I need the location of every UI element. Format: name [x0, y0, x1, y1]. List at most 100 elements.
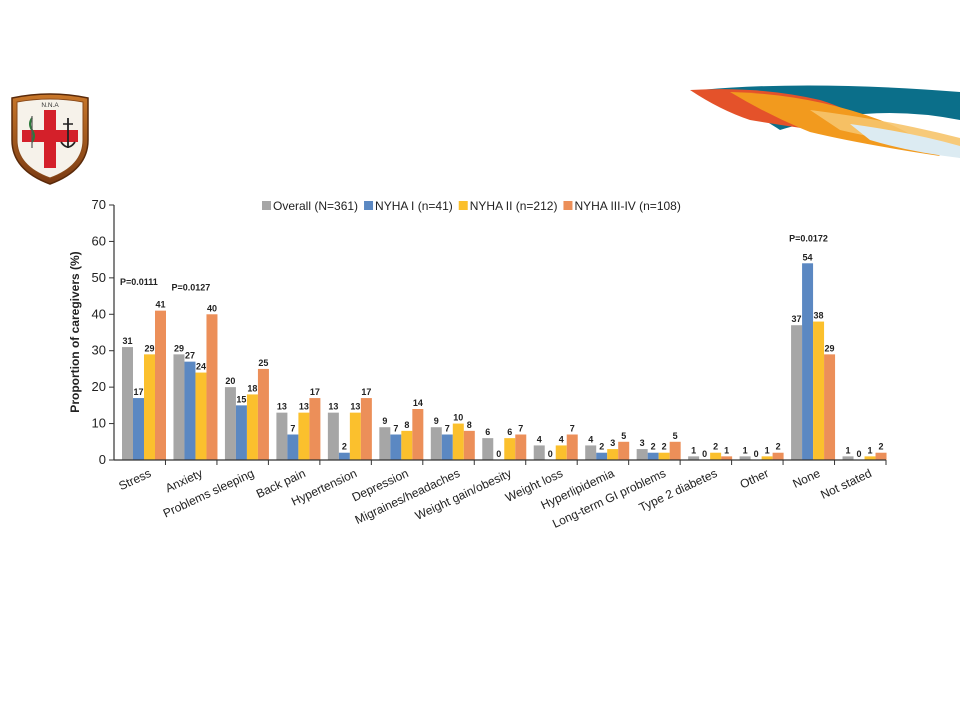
- bar: [287, 434, 299, 460]
- bar: [276, 412, 288, 460]
- data-label: 18: [247, 383, 257, 393]
- bar: [618, 441, 630, 460]
- legend-entry: NYHA I (n=41): [375, 199, 453, 213]
- data-label: 1: [846, 445, 851, 455]
- p-value-annotation: P=0.0111: [120, 277, 158, 287]
- logo-text: N.N.A: [41, 102, 59, 109]
- bar: [761, 456, 773, 460]
- data-label: 29: [174, 343, 184, 353]
- bar: [555, 445, 567, 460]
- bar: [224, 387, 236, 460]
- bar: [257, 368, 269, 460]
- y-tick-label: 30: [92, 343, 106, 358]
- data-label: 38: [814, 311, 824, 321]
- bar: [533, 445, 545, 460]
- data-label: 13: [328, 402, 338, 412]
- p-value-annotation: P=0.0172: [789, 233, 828, 243]
- data-label: 40: [207, 303, 217, 313]
- y-tick-label: 40: [92, 306, 106, 321]
- bar: [688, 456, 700, 460]
- bar: [133, 398, 144, 460]
- data-label: 13: [299, 402, 309, 412]
- bar: [596, 452, 608, 460]
- legend-swatch: [563, 201, 573, 210]
- data-label: 20: [225, 376, 235, 386]
- data-label: 0: [702, 449, 707, 459]
- bar: [515, 434, 527, 460]
- data-label: 27: [185, 351, 195, 361]
- bar: [206, 314, 218, 460]
- data-label: 7: [290, 424, 295, 434]
- data-label: 31: [122, 336, 132, 346]
- data-label: 4: [588, 434, 593, 444]
- data-label: 3: [610, 438, 615, 448]
- data-label: 5: [673, 431, 678, 441]
- legend-swatch: [458, 201, 468, 210]
- data-label: 25: [258, 358, 268, 368]
- bar: [566, 434, 578, 460]
- bar: [338, 452, 350, 460]
- data-label: 0: [548, 449, 553, 459]
- data-label: 8: [404, 420, 409, 430]
- category-label: Stress: [117, 466, 154, 493]
- data-label: 2: [342, 442, 347, 452]
- bar: [669, 441, 681, 460]
- data-label: 5: [621, 431, 626, 441]
- data-label: 17: [133, 387, 143, 397]
- bar: [390, 434, 402, 460]
- y-tick-label: 10: [92, 416, 106, 431]
- data-label: 6: [485, 427, 490, 437]
- category-label: None: [790, 466, 822, 491]
- data-label: 3: [640, 438, 645, 448]
- nna-logo: N.N.A: [11, 93, 89, 185]
- data-label: 29: [825, 343, 835, 353]
- bar: [864, 456, 876, 460]
- data-label: 54: [803, 252, 813, 262]
- data-label: 15: [236, 394, 246, 404]
- data-label: 9: [434, 416, 439, 426]
- bar: [607, 449, 619, 460]
- bar: [710, 452, 722, 460]
- bar: [824, 354, 836, 460]
- data-label: 1: [765, 445, 770, 455]
- y-tick-label: 0: [99, 452, 106, 467]
- bar: [721, 456, 733, 460]
- data-label: 4: [559, 434, 564, 444]
- data-label: 2: [662, 442, 667, 452]
- data-label: 7: [570, 424, 575, 434]
- bar: [195, 372, 207, 460]
- bar: [585, 445, 597, 460]
- data-label: 37: [792, 314, 802, 324]
- bar: [463, 430, 475, 460]
- bar: [636, 449, 648, 460]
- category-label: Other: [738, 466, 771, 491]
- bar: [246, 394, 258, 460]
- bar: [875, 452, 887, 460]
- legend-swatch: [364, 201, 374, 210]
- data-label: 10: [453, 413, 463, 423]
- bar: [349, 412, 361, 460]
- y-tick-label: 50: [92, 270, 106, 285]
- data-label: 17: [361, 387, 371, 397]
- bar: [327, 412, 339, 460]
- category-label: Not stated: [818, 466, 873, 502]
- category-label: Problems sleeping: [161, 466, 256, 520]
- bar: [122, 347, 133, 460]
- bar: [813, 321, 825, 460]
- legend-entry: Overall (N=361): [273, 199, 358, 213]
- data-label: 7: [445, 424, 450, 434]
- data-label: 8: [467, 420, 472, 430]
- data-label: 2: [776, 442, 781, 452]
- data-label: 0: [857, 449, 862, 459]
- data-label: 7: [393, 424, 398, 434]
- legend-entry: NYHA II (n=212): [470, 199, 558, 213]
- bar: [430, 427, 442, 460]
- bar: [802, 263, 814, 460]
- data-label: 9: [382, 416, 387, 426]
- data-label: 24: [196, 362, 206, 372]
- bar: [235, 405, 247, 460]
- data-label: 0: [496, 449, 501, 459]
- bar: [791, 325, 803, 460]
- bar: [658, 452, 670, 460]
- data-label: 13: [350, 402, 360, 412]
